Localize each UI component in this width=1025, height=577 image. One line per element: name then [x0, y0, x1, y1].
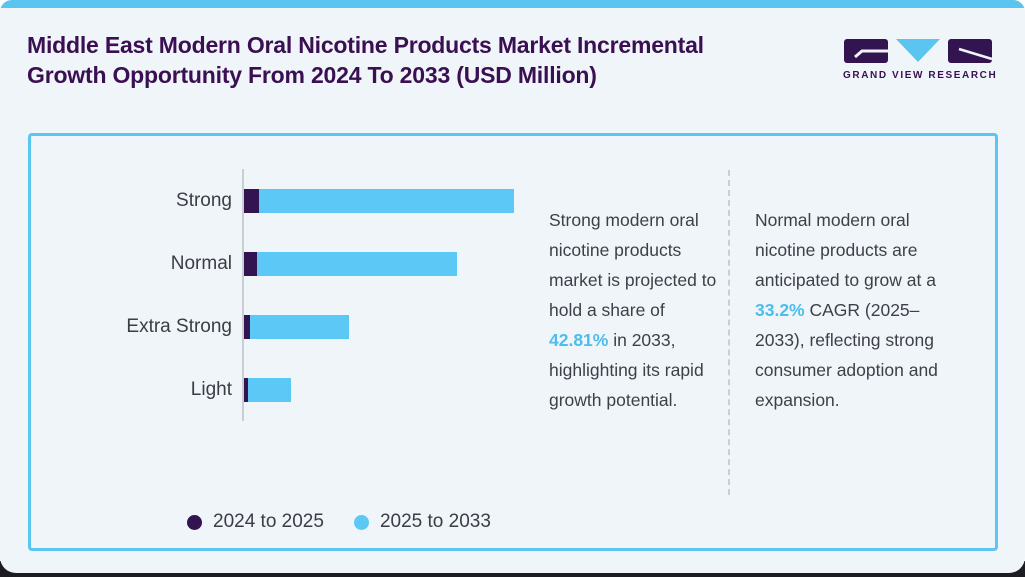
annotation-normal-cagr: Normal modern oral nicotine products are… — [730, 136, 995, 548]
annotation-text: CAGR (2025–2033), reflecting strong cons… — [755, 300, 938, 410]
legend-item-2024-2025: 2024 to 2025 — [187, 511, 324, 533]
chart-row-normal: Normal — [31, 232, 521, 295]
category-label: Extra Strong — [126, 315, 232, 337]
bar-segment-2025-2033 — [248, 377, 291, 402]
chart-row-light: Light — [31, 358, 521, 421]
annotation-text: Strong modern oral nicotine products mar… — [549, 210, 717, 320]
annotation-strong-share: Strong modern oral nicotine products mar… — [521, 136, 728, 548]
bar-segment-2024-2025 — [244, 251, 257, 276]
legend-item-2025-2033: 2025 to 2033 — [353, 511, 491, 533]
header: Middle East Modern Oral Nicotine Product… — [0, 8, 1025, 90]
grand-view-research-logo: GRAND VIEW RESEARCH — [843, 38, 998, 81]
bar-chart: Strong Normal Extra Strong — [31, 136, 521, 548]
annotation-text: in 2033, highlighting its rapid growth p… — [549, 330, 704, 410]
annotation-highlight-value: 42.81% — [549, 330, 609, 350]
bar-track — [242, 295, 521, 358]
legend-label: 2025 to 2033 — [379, 511, 491, 532]
bar-segment-2024-2025 — [244, 377, 248, 402]
category-label: Light — [190, 378, 232, 400]
legend-dot-purple-icon — [187, 514, 202, 530]
title-line-2: Growth Opportunity From 2024 To 2033 (US… — [27, 62, 597, 88]
category-label: Strong — [176, 189, 232, 211]
legend-dot-blue-icon — [353, 514, 369, 530]
bar-segment-2025-2033 — [250, 314, 349, 339]
title-line-1: Middle East Modern Oral Nicotine Product… — [27, 32, 704, 58]
legend-label: 2024 to 2025 — [213, 511, 324, 532]
chart-row-strong: Strong — [31, 169, 521, 232]
bar-track — [242, 169, 521, 232]
chart-legend: 2024 to 2025 2025 to 2033 — [187, 511, 521, 533]
top-accent-bar — [0, 0, 1025, 8]
bar-segment-2025-2033 — [259, 188, 514, 213]
page-title: Middle East Modern Oral Nicotine Product… — [27, 30, 704, 90]
gvr-logo-icon — [844, 39, 993, 63]
bar-track — [242, 358, 521, 421]
chart-panel: Strong Normal Extra Strong — [28, 133, 998, 551]
bar-track — [242, 232, 521, 295]
bar-segment-2024-2025 — [244, 188, 259, 213]
chart-row-extra-strong: Extra Strong — [31, 295, 521, 358]
logo-wordmark: GRAND VIEW RESEARCH — [843, 70, 998, 81]
category-label: Normal — [170, 252, 232, 274]
bar-segment-2024-2025 — [244, 314, 250, 339]
dashed-divider — [728, 170, 730, 495]
bar-segment-2025-2033 — [257, 251, 457, 276]
annotation-highlight-value: 33.2% — [755, 300, 805, 320]
annotation-text: Normal modern oral nicotine products are… — [755, 210, 936, 290]
